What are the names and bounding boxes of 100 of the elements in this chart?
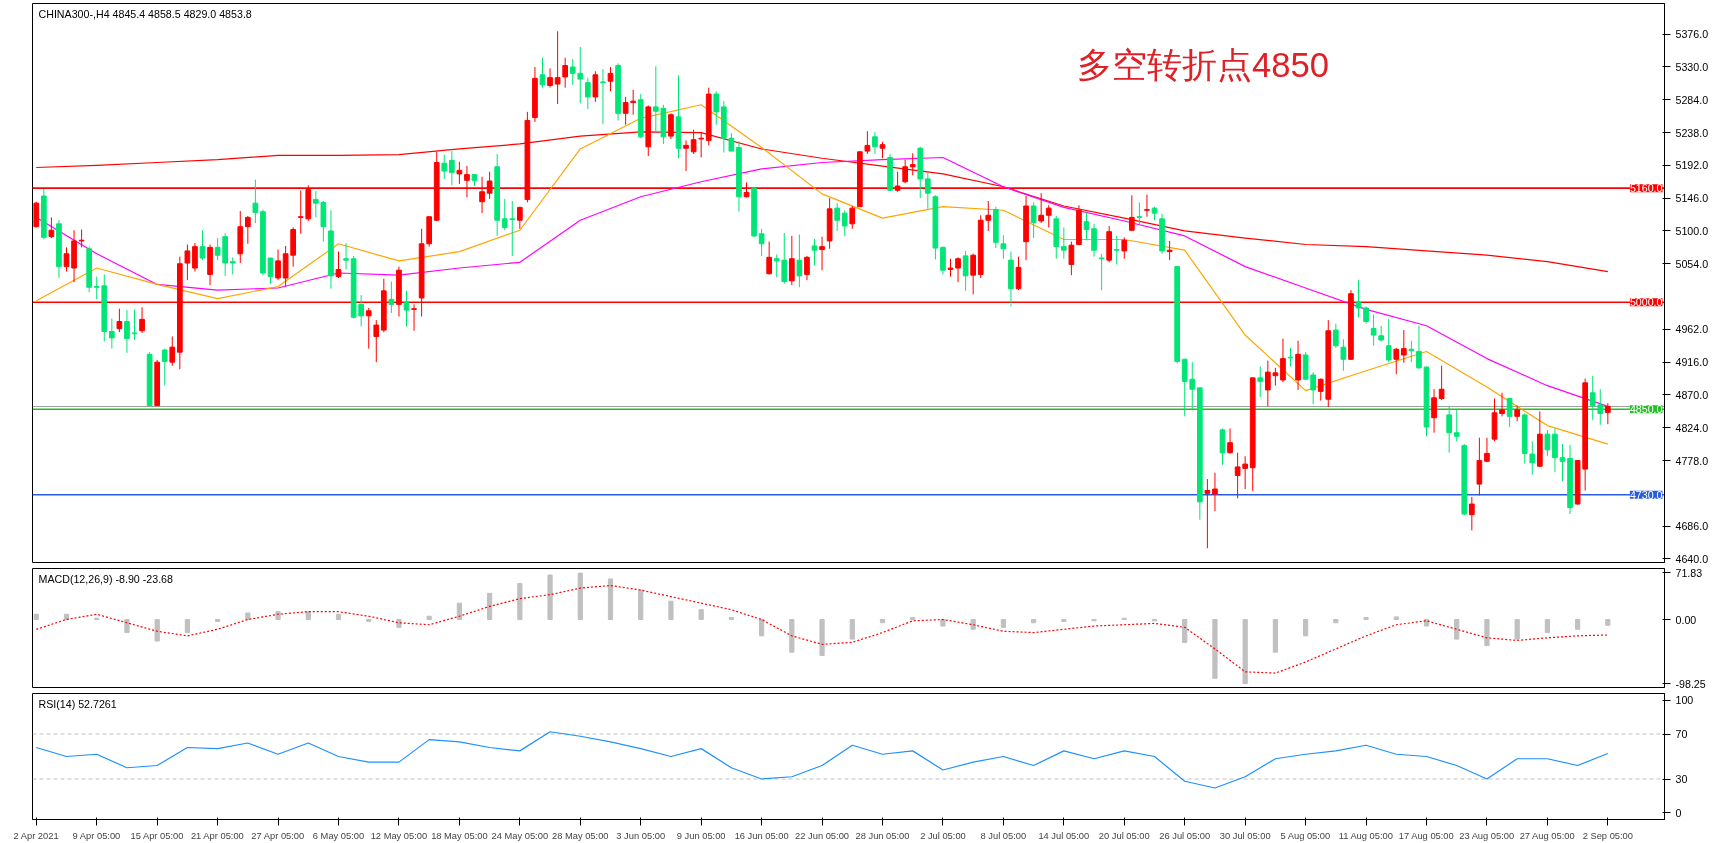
- candlestick: [758, 228, 765, 257]
- bar: [1544, 619, 1550, 634]
- y-tick-label: 0.00: [1675, 613, 1697, 626]
- bar: [1182, 619, 1188, 643]
- candlestick: [1121, 236, 1128, 260]
- bar: [1242, 619, 1248, 685]
- candlestick: [985, 200, 992, 232]
- candlestick: [199, 229, 206, 261]
- bar: [487, 592, 493, 620]
- bar: [607, 578, 614, 620]
- y-tick-label: 4962.0: [1675, 323, 1709, 336]
- y-tick-label: 30: [1675, 773, 1688, 785]
- candlestick: [343, 242, 349, 270]
- bar: [1514, 619, 1520, 640]
- x-tick-label: 2 Jul 05:00: [920, 830, 966, 841]
- y-tick-label: 5284.0: [1675, 93, 1709, 106]
- bar: [1484, 619, 1490, 647]
- candlestick: [539, 57, 546, 89]
- bar: [789, 619, 795, 653]
- ref-line-label: 4730.0: [1629, 488, 1663, 501]
- bar: [33, 613, 39, 620]
- candlestick: [1166, 240, 1173, 261]
- bar: [638, 589, 644, 620]
- candlestick: [902, 159, 909, 184]
- x-tick-label: 5 Aug 05:00: [1280, 830, 1331, 841]
- candlestick: [970, 253, 977, 295]
- candlestick: [804, 255, 810, 281]
- x-tick-label: 24 May 05:00: [491, 830, 549, 841]
- candlestick: [1604, 402, 1611, 425]
- bar: [759, 619, 765, 637]
- y-tick-label: -98.25: [1675, 677, 1706, 690]
- candlestick: [1370, 313, 1377, 347]
- x-tick-label: 9 Jun 05:00: [676, 830, 726, 841]
- candlestick: [365, 307, 372, 350]
- candlestick: [872, 131, 878, 155]
- candlestick: [1559, 443, 1566, 482]
- candlestick: [1227, 427, 1233, 454]
- candlestick: [116, 308, 123, 333]
- bar: [668, 600, 674, 620]
- line-series: [35, 584, 1609, 674]
- bar: [849, 619, 855, 640]
- candlestick: [1068, 241, 1075, 276]
- x-tick-label: 26 Jul 05:00: [1159, 830, 1211, 841]
- bar: [879, 619, 886, 624]
- candlestick: [1484, 437, 1490, 463]
- candlestick: [1000, 234, 1007, 260]
- candlestick: [252, 179, 259, 224]
- candlestick: [1287, 347, 1294, 367]
- ref-line-label: 5160.0: [1629, 182, 1663, 195]
- x-tick-label: 20 Jul 05:00: [1098, 830, 1150, 841]
- ref-line-label: 4850.0: [1629, 403, 1663, 416]
- bar: [1000, 619, 1006, 628]
- candlestick: [819, 236, 825, 271]
- candlestick: [955, 256, 961, 283]
- x-tick-label: 17 Aug 05:00: [1398, 830, 1454, 841]
- ref-line-label: 5000.0: [1629, 296, 1663, 309]
- candlestick: [1219, 427, 1226, 466]
- bar: [124, 619, 130, 634]
- candlestick: [1340, 338, 1347, 372]
- candlestick: [63, 246, 70, 273]
- candlestick: [267, 257, 274, 285]
- candlestick: [169, 335, 176, 367]
- y-tick-label: 5100.0: [1675, 224, 1709, 237]
- candlestick: [161, 348, 168, 387]
- y-tick-label: 4686.0: [1675, 520, 1709, 533]
- line-series: [35, 731, 1609, 789]
- x-tick-label: 28 May 05:00: [552, 830, 609, 841]
- candlestick: [1332, 323, 1339, 349]
- x-tick-label: 27 Aug 05:00: [1519, 830, 1575, 841]
- candlestick: [373, 319, 380, 363]
- y-tick-label: 5238.0: [1675, 126, 1709, 139]
- bar: [1303, 619, 1309, 637]
- bar: [577, 572, 583, 620]
- y-tick-label: 4870.0: [1675, 388, 1709, 401]
- x-tick-label: 30 Jul 05:00: [1219, 830, 1271, 841]
- x-tick-label: 3 Jun 05:00: [616, 830, 666, 841]
- candlestick: [1083, 211, 1090, 241]
- x-tick-label: 21 Apr 05:00: [190, 830, 244, 841]
- candlestick: [834, 202, 841, 232]
- bar: [426, 615, 432, 620]
- candlestick: [1385, 318, 1392, 363]
- candlestick: [1113, 235, 1120, 265]
- candlestick: [1400, 329, 1407, 364]
- bar: [1454, 619, 1460, 640]
- candlestick: [139, 306, 145, 334]
- candlestick: [1280, 338, 1286, 383]
- candlestick: [1446, 405, 1453, 454]
- candlestick: [1431, 388, 1437, 434]
- candlestick: [1499, 392, 1505, 417]
- candlestick: [1408, 340, 1415, 363]
- candlestick: [962, 250, 969, 292]
- bar: [547, 574, 553, 620]
- bar: [456, 602, 462, 620]
- x-tick-label: 8 Jul 05:00: [980, 830, 1027, 841]
- x-tick-label: 6 May 05:00: [312, 830, 365, 841]
- y-tick-label: 4824.0: [1675, 421, 1709, 434]
- annotation: 多空转折点4850: [1076, 45, 1330, 84]
- candlestick: [788, 235, 795, 286]
- candlestick: [275, 248, 281, 281]
- candlestick: [1212, 472, 1218, 512]
